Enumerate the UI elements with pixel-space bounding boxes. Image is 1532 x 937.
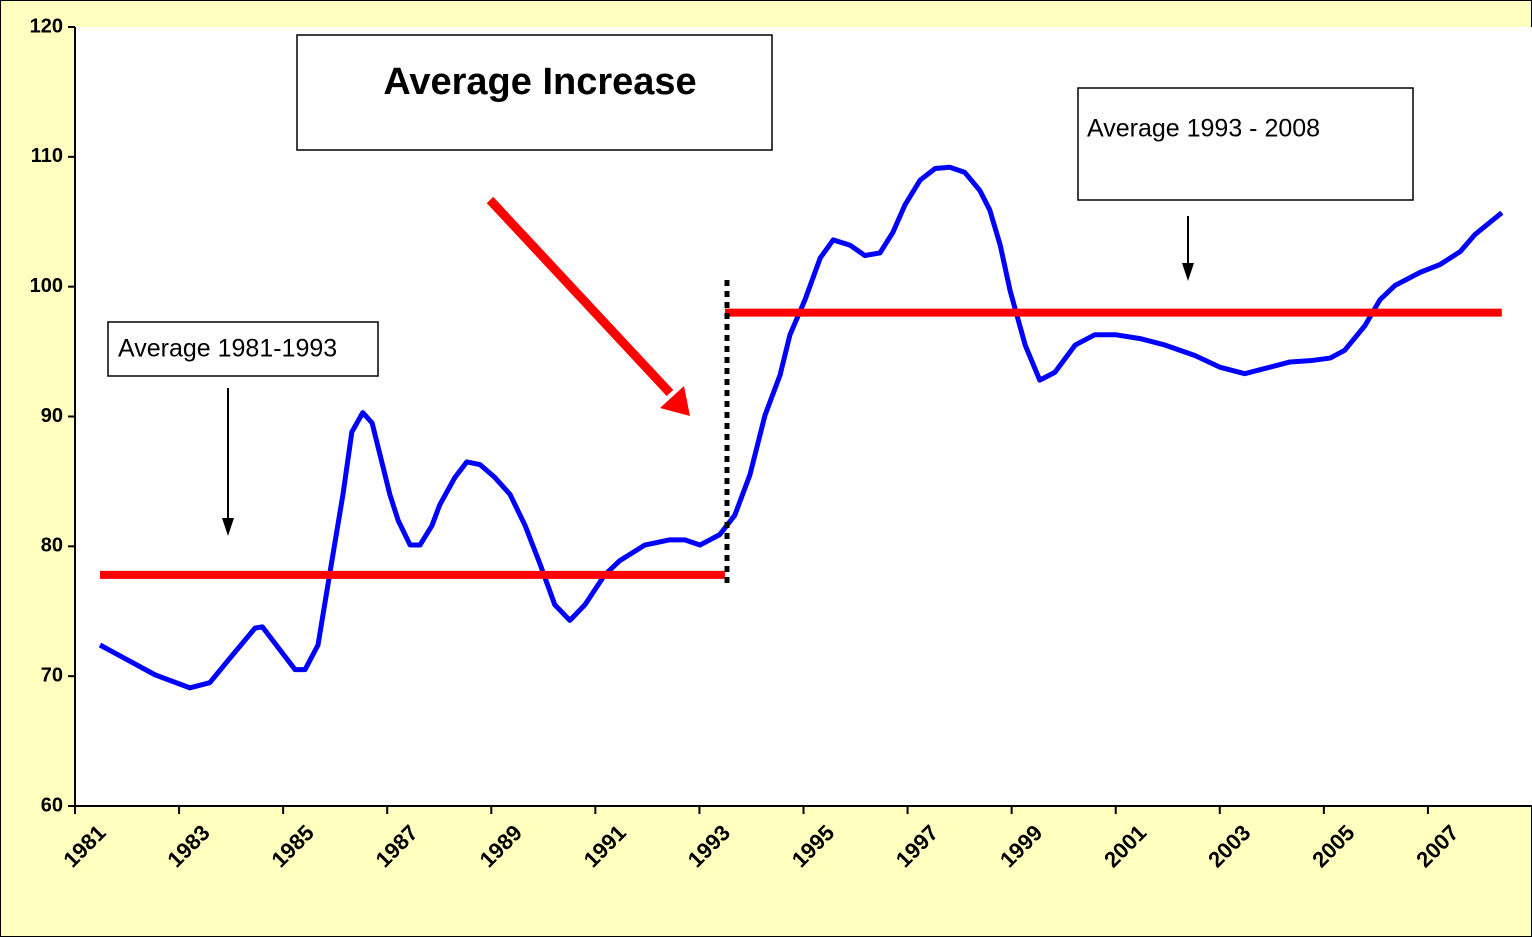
annotation-box — [296, 34, 773, 151]
annotation: Average Increase — [383, 61, 696, 103]
y-tick-label: 60 — [41, 794, 63, 816]
y-tick-label: 100 — [30, 275, 63, 297]
arrow-head — [660, 386, 690, 416]
arrow — [486, 196, 674, 397]
y-tick-label: 110 — [31, 145, 63, 167]
arrow-head — [1182, 263, 1194, 281]
annotation-box — [1077, 87, 1414, 201]
series-line — [98, 164, 1504, 691]
annotation-box — [107, 321, 379, 377]
y-tick-label: 80 — [41, 535, 63, 557]
marks — [98, 164, 1504, 691]
y-tick-label: 120 — [30, 15, 63, 37]
y-tick-label: 90 — [41, 405, 63, 427]
annotation: Average 1981-1993 — [118, 335, 337, 363]
annotation: Average 1993 - 2008 — [1087, 115, 1320, 143]
arrow-head — [222, 518, 234, 536]
y-tick-label: 70 — [41, 664, 63, 686]
